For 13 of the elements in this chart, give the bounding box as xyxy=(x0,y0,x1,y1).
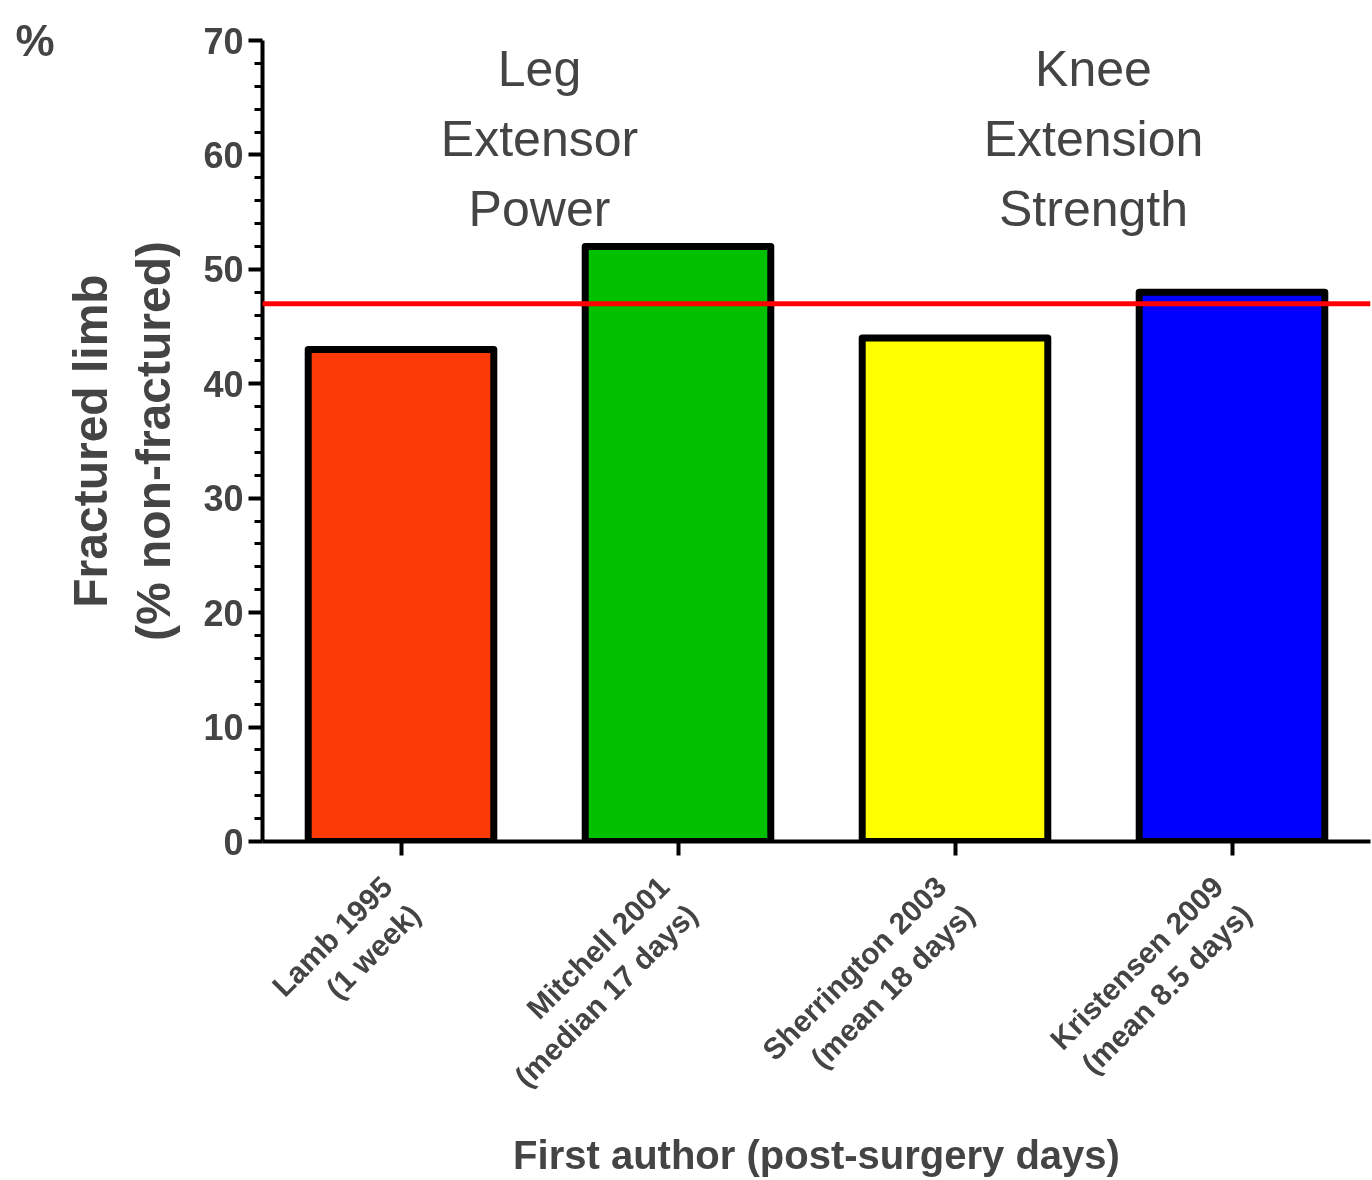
y-tick-label: 50 xyxy=(203,249,244,291)
y-axis-title: Fractured limb (% non-fractured) xyxy=(63,241,181,641)
y-tick-label: 20 xyxy=(203,592,244,634)
annotation: Leg Extensor Power xyxy=(440,40,639,237)
y-tick-label: 10 xyxy=(203,707,244,749)
y-tick-label: 60 xyxy=(203,134,244,176)
annotation: Knee Extension Strength xyxy=(983,40,1204,237)
y-tick-label: 30 xyxy=(203,478,244,520)
x-axis-title: First author (post-surgery days) xyxy=(513,1133,1120,1178)
y-tick-label: 40 xyxy=(203,363,244,405)
y-tick-label: 0 xyxy=(223,821,244,863)
text: % xyxy=(15,16,55,65)
y-tick-label: 70 xyxy=(203,20,244,62)
